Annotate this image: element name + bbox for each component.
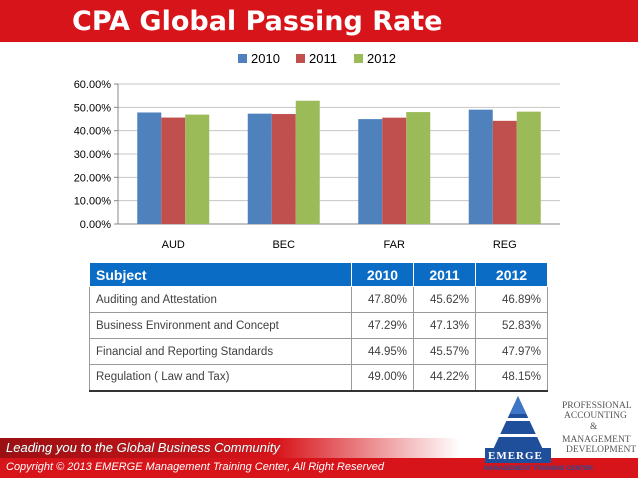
x-tick-label: FAR (384, 239, 405, 251)
bar-2010-far (358, 119, 383, 224)
bar-2011-reg (492, 120, 517, 224)
logo-tagline-1: PROFESSIONAL (562, 401, 632, 411)
emerge-logo: EMERGE MANAGEMENT TRAINING CENTER PROFES… (482, 392, 636, 478)
header-2012: 2012 (475, 262, 548, 287)
logo-tagline-2: ACCOUNTING (564, 411, 627, 421)
logo-tagline-5: DEVELOPMENT (566, 445, 637, 455)
cell-value: 44.22% (413, 364, 476, 392)
y-tick-label: 30.00% (74, 149, 112, 161)
legend-swatch-2011 (296, 54, 305, 63)
cell-value: 46.89% (475, 286, 548, 313)
x-tick-label: REG (493, 239, 517, 251)
legend-label-2011: 2011 (309, 51, 337, 66)
cell-value: 47.80% (351, 286, 414, 313)
cell-subject: Auditing and Attestation (89, 286, 352, 313)
table-row: Financial and Reporting Standards 44.95%… (89, 338, 548, 365)
footer-bar (0, 458, 638, 478)
bar-2012-bec (295, 100, 320, 224)
cell-value: 45.57% (413, 338, 476, 365)
cell-value: 47.97% (475, 338, 548, 365)
title-bar: CPA Global Passing Rate (0, 0, 638, 42)
bar-2012-aud (185, 114, 210, 224)
y-tick-label: 10.00% (74, 196, 112, 208)
cell-value: 48.15% (475, 364, 548, 392)
cell-value: 49.00% (351, 364, 414, 392)
pyramid-logo-icon (485, 396, 551, 463)
cell-subject: Regulation ( Law and Tax) (89, 364, 352, 392)
logo-subtitle: MANAGEMENT TRAINING CENTER (484, 465, 594, 472)
slogan-band (0, 438, 460, 458)
header-subject: Subject (89, 262, 352, 287)
slogan: Leading you to the Global Business Commu… (6, 440, 280, 455)
cell-subject: Business Environment and Concept (89, 312, 352, 339)
table-row: Business Environment and Concept 47.29% … (89, 312, 548, 339)
table-row: Regulation ( Law and Tax) 49.00% 44.22% … (89, 364, 548, 392)
legend-swatch-2010 (238, 54, 247, 63)
copyright-notice: Copyright © 2013 EMERGE Management Train… (6, 461, 385, 473)
bar-2010-bec (247, 113, 272, 224)
logo-tagline-3: & (590, 422, 598, 432)
bar-2010-aud (137, 112, 162, 224)
bar-2011-bec (271, 114, 296, 224)
y-tick-label: 60.00% (74, 79, 112, 91)
bar-2011-aud (161, 117, 186, 224)
logo-brand: EMERGE (488, 450, 543, 462)
y-tick-label: 0.00% (80, 219, 111, 231)
x-tick-label: BEC (272, 239, 295, 251)
bar-2010-reg (468, 109, 493, 224)
legend-label-2010: 2010 (251, 51, 280, 66)
bar-chart: 0.00% 10.00% 20.00% 30.00% 40.00% 50.00% 60.00… (74, 51, 560, 251)
header-2011: 2011 (413, 262, 476, 287)
y-tick-label: 50.00% (74, 102, 112, 114)
y-tick-label: 40.00% (74, 126, 112, 138)
cell-value: 44.95% (351, 338, 414, 365)
table-row: Auditing and Attestation 47.80% 45.62% 4… (89, 286, 548, 313)
legend-label-2012: 2012 (367, 51, 396, 66)
table-header-row: Subject 2010 2011 2012 (89, 262, 548, 287)
cell-value: 45.62% (413, 286, 476, 313)
header-2010: 2010 (351, 262, 414, 287)
cell-value: 47.29% (351, 312, 414, 339)
cell-value: 52.83% (475, 312, 548, 339)
cell-subject: Financial and Reporting Standards (89, 338, 352, 365)
x-tick-label: AUD (162, 239, 185, 251)
pass-rate-table: Subject 2010 2011 2012 Auditing and Atte… (89, 262, 548, 392)
logo-tagline-4: MANAGEMENT (562, 435, 631, 445)
bar-2012-reg (516, 111, 541, 224)
slide-title: CPA Global Passing Rate (72, 6, 443, 37)
legend-swatch-2012 (354, 54, 363, 63)
bar-2012-far (406, 112, 431, 224)
y-tick-label: 20.00% (74, 172, 112, 184)
cell-value: 47.13% (413, 312, 476, 339)
bar-2011-far (382, 117, 407, 224)
